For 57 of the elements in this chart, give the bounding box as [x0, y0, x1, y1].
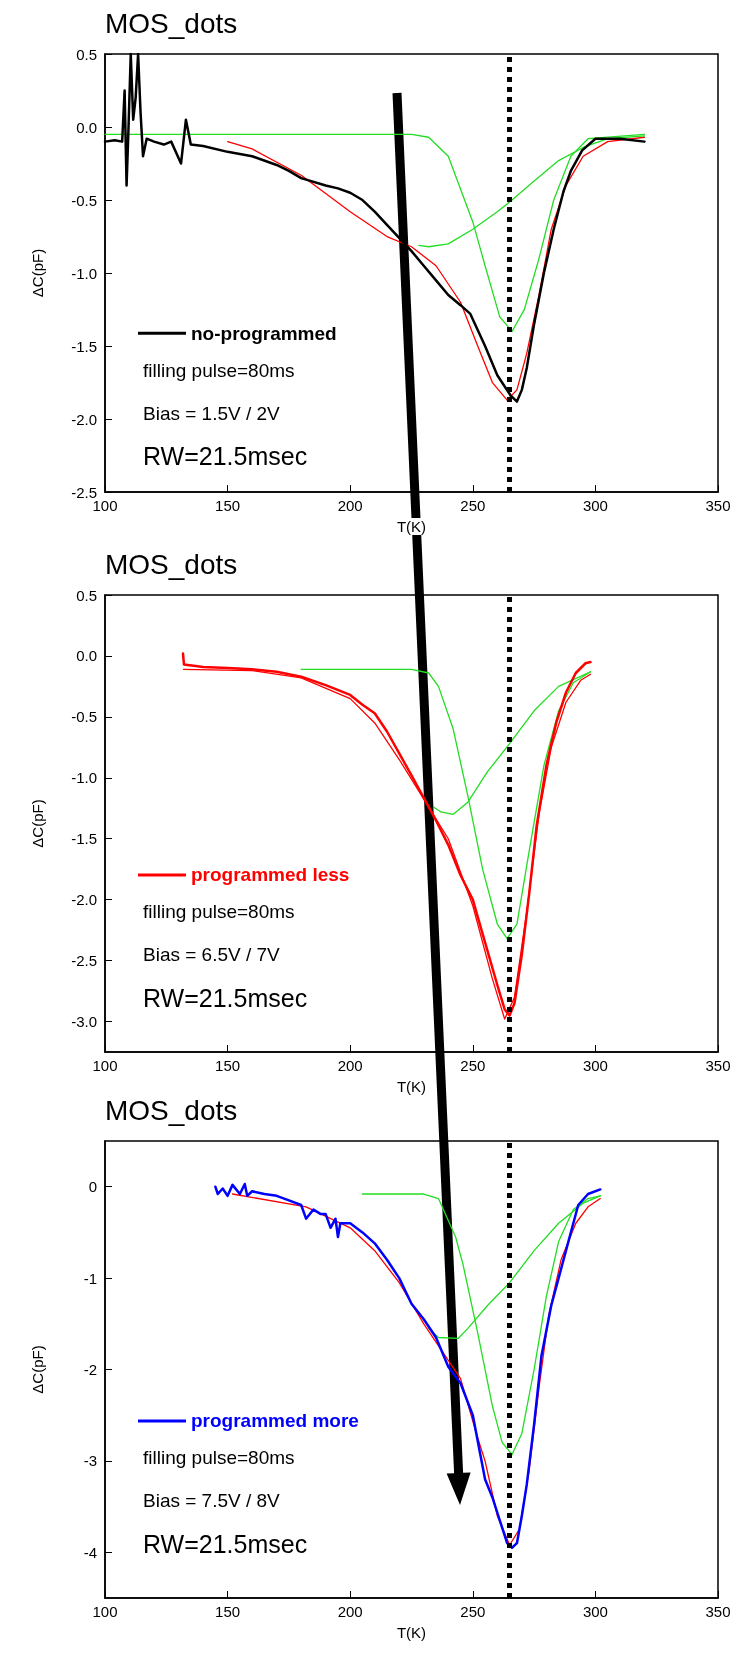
y-tick-label: 0.0 — [76, 118, 97, 136]
x-tick-label: 100 — [92, 1603, 118, 1620]
legend-label: programmed less — [191, 864, 350, 886]
annotation: RW=21.5msec — [143, 1529, 308, 1558]
x-tick-label: 350 — [705, 497, 731, 515]
x-tick-label: 250 — [460, 1603, 486, 1620]
x-tick-label: 250 — [460, 497, 486, 515]
y-tick-label: -2.0 — [71, 891, 97, 909]
annotation: RW=21.5msec — [143, 983, 308, 1012]
annotation: filling pulse=80ms — [143, 359, 295, 381]
x-tick-label: 300 — [582, 497, 608, 515]
x-tick-label: 200 — [337, 1057, 363, 1074]
y-axis-title: ΔC(pF) — [29, 1345, 46, 1394]
annotation: Bias = 7.5V / 8V — [143, 1490, 281, 1512]
y-tick-label: 0.5 — [76, 45, 97, 63]
y-tick-label: -1 — [83, 1269, 97, 1287]
x-tick-label: 300 — [582, 1057, 608, 1074]
chart-title: MOS_dots — [105, 7, 238, 39]
y-tick-label: -2.5 — [71, 952, 97, 970]
y-tick-label: 0.5 — [76, 586, 97, 604]
y-tick-label: -1.5 — [71, 830, 97, 848]
y-tick-label: -0.5 — [71, 708, 97, 726]
x-tick-label: 350 — [705, 1603, 731, 1620]
legend-label: programmed more — [191, 1410, 359, 1432]
y-tick-label: -1.0 — [71, 769, 97, 787]
x-tick-label: 200 — [337, 497, 363, 515]
y-tick-label: 0 — [88, 1178, 97, 1196]
chart-title: MOS_dots — [105, 1094, 238, 1126]
x-tick-label: 200 — [337, 1603, 363, 1620]
y-tick-label: -0.5 — [71, 191, 97, 209]
y-tick-label: -1.5 — [71, 337, 97, 355]
y-tick-label: -2 — [83, 1361, 97, 1378]
y-tick-label: 0.0 — [76, 647, 97, 665]
annotation: Bias = 1.5V / 2V — [143, 402, 281, 424]
y-tick-label: -3.0 — [71, 1013, 97, 1031]
x-tick-label: 250 — [460, 1057, 486, 1074]
y-axis-title: ΔC(pF) — [29, 799, 46, 848]
y-tick-label: -2.0 — [71, 410, 97, 428]
annotation: RW=21.5msec — [143, 442, 308, 471]
chart-title: MOS_dots — [105, 548, 238, 580]
y-tick-label: -1.0 — [71, 264, 97, 282]
x-tick-label: 150 — [215, 1057, 241, 1074]
y-tick-label: -4 — [83, 1543, 97, 1561]
x-axis-title: T(K) — [396, 1623, 427, 1641]
x-tick-label: 150 — [215, 497, 241, 515]
x-tick-label: 100 — [92, 1057, 118, 1074]
x-axis-title: T(K) — [396, 518, 427, 535]
annotation: filling pulse=80ms — [143, 1447, 295, 1469]
annotation: filling pulse=80ms — [143, 901, 295, 923]
x-tick-label: 300 — [582, 1603, 608, 1620]
y-tick-label: -3 — [83, 1452, 97, 1470]
x-tick-label: 150 — [215, 1603, 241, 1620]
legend-label: no-programmed — [191, 322, 337, 344]
x-axis-title: T(K) — [396, 1077, 427, 1095]
y-axis-title: ΔC(pF) — [29, 248, 46, 298]
annotation: Bias = 6.5V / 7V — [143, 944, 281, 966]
x-tick-label: 350 — [705, 1057, 731, 1074]
